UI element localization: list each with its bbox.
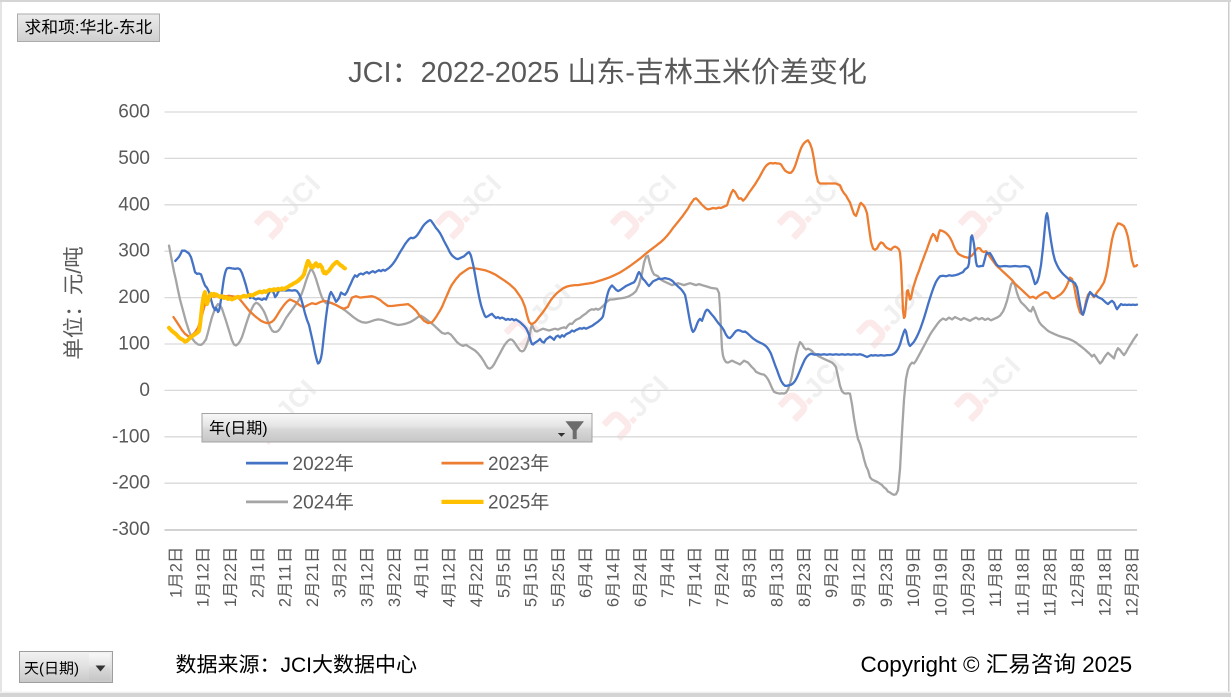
svg-text:15: 15	[523, 563, 541, 581]
svg-text:12: 12	[851, 563, 869, 581]
svg-text:8: 8	[796, 598, 814, 607]
svg-text:21: 21	[304, 563, 322, 581]
svg-text:12: 12	[1096, 598, 1114, 616]
svg-text::: :	[75, 18, 80, 37]
svg-text:2: 2	[277, 598, 295, 607]
svg-text:500: 500	[118, 148, 150, 169]
svg-text:11: 11	[1042, 599, 1060, 616]
svg-text:5: 5	[495, 589, 513, 598]
svg-text:2024: 2024	[293, 493, 336, 514]
svg-text:9: 9	[851, 598, 869, 607]
svg-text:1: 1	[167, 589, 185, 598]
svg-text:10: 10	[905, 589, 923, 607]
svg-text:13: 13	[769, 563, 787, 581]
svg-text:4: 4	[577, 563, 595, 572]
svg-text:22: 22	[386, 563, 404, 581]
svg-text:11: 11	[987, 590, 1005, 607]
svg-text:4: 4	[659, 563, 677, 572]
svg-text:12: 12	[195, 563, 213, 581]
svg-text:): )	[262, 421, 267, 438]
svg-text:5: 5	[495, 563, 513, 572]
svg-text:100: 100	[118, 334, 150, 355]
svg-text:2: 2	[167, 563, 185, 572]
svg-text:-: -	[625, 57, 635, 89]
svg-text:5: 5	[550, 598, 568, 607]
svg-text:2025: 2025	[1076, 652, 1132, 677]
svg-text:1: 1	[249, 563, 267, 572]
svg-text:7: 7	[714, 598, 732, 607]
svg-text:3: 3	[741, 563, 759, 572]
svg-text:JCI: JCI	[281, 654, 313, 677]
svg-text:18: 18	[1096, 563, 1114, 581]
svg-text:8: 8	[987, 563, 1005, 572]
svg-text:): )	[74, 661, 79, 678]
svg-text:18: 18	[1014, 563, 1032, 581]
svg-text:7: 7	[659, 589, 677, 598]
svg-text:12: 12	[1124, 598, 1142, 616]
svg-text:-: -	[113, 18, 119, 37]
svg-text:3: 3	[359, 598, 377, 607]
svg-text:400: 400	[118, 194, 150, 215]
svg-text:25: 25	[550, 563, 568, 581]
svg-text:23: 23	[878, 563, 896, 581]
svg-text:12: 12	[1069, 589, 1087, 607]
svg-text:4: 4	[413, 589, 431, 598]
svg-text:24: 24	[714, 563, 732, 581]
svg-text:4: 4	[468, 598, 486, 607]
svg-text:1: 1	[195, 598, 213, 607]
svg-text:2: 2	[823, 563, 841, 572]
svg-text:-300: -300	[112, 519, 150, 540]
svg-text:6: 6	[577, 589, 595, 598]
svg-text:2022: 2022	[293, 454, 335, 475]
svg-text:3: 3	[386, 598, 404, 607]
svg-text:5: 5	[523, 598, 541, 607]
svg-text:12: 12	[441, 563, 459, 581]
svg-text:6: 6	[605, 598, 623, 607]
svg-text:11: 11	[277, 564, 295, 581]
svg-text:JCI: JCI	[348, 57, 392, 89]
svg-text:8: 8	[741, 589, 759, 598]
svg-text:19: 19	[932, 563, 950, 581]
svg-text:12: 12	[359, 563, 377, 581]
svg-text:2025: 2025	[488, 493, 530, 514]
svg-text:0: 0	[139, 380, 150, 401]
svg-text:23: 23	[796, 563, 814, 581]
svg-text:4: 4	[441, 598, 459, 607]
svg-text:14: 14	[605, 563, 623, 581]
svg-text:-100: -100	[112, 426, 150, 447]
svg-text:2: 2	[304, 598, 322, 607]
svg-text:3: 3	[331, 589, 349, 598]
svg-text:10: 10	[960, 598, 978, 616]
svg-text:7: 7	[687, 598, 705, 607]
svg-text:1: 1	[413, 563, 431, 572]
svg-text:24: 24	[632, 563, 650, 581]
svg-text:600: 600	[118, 102, 150, 123]
svg-text:8: 8	[769, 598, 787, 607]
svg-text:9: 9	[823, 589, 841, 598]
svg-text:8: 8	[1069, 563, 1087, 572]
svg-text:2022-2025: 2022-2025	[421, 57, 568, 89]
svg-text:(: (	[39, 661, 44, 678]
svg-text:11: 11	[1014, 599, 1032, 616]
svg-text:9: 9	[905, 563, 923, 572]
svg-text:14: 14	[687, 563, 705, 581]
svg-text:2023: 2023	[488, 454, 530, 475]
svg-text:10: 10	[932, 598, 950, 616]
svg-text:22: 22	[222, 563, 240, 581]
svg-text:28: 28	[1042, 563, 1060, 581]
svg-text:6: 6	[632, 598, 650, 607]
svg-text:22: 22	[468, 563, 486, 581]
svg-text:/: /	[62, 268, 86, 274]
svg-text:Copyright ©: Copyright ©	[861, 652, 986, 677]
svg-text:9: 9	[878, 598, 896, 607]
svg-text:(: (	[225, 421, 231, 438]
svg-text:28: 28	[1124, 563, 1142, 581]
svg-text:2: 2	[249, 589, 267, 598]
svg-text:1: 1	[222, 598, 240, 607]
svg-text:29: 29	[960, 563, 978, 581]
svg-text:300: 300	[118, 241, 150, 262]
svg-text:-200: -200	[112, 473, 150, 494]
svg-text:200: 200	[118, 287, 150, 308]
svg-text:2: 2	[331, 563, 349, 572]
